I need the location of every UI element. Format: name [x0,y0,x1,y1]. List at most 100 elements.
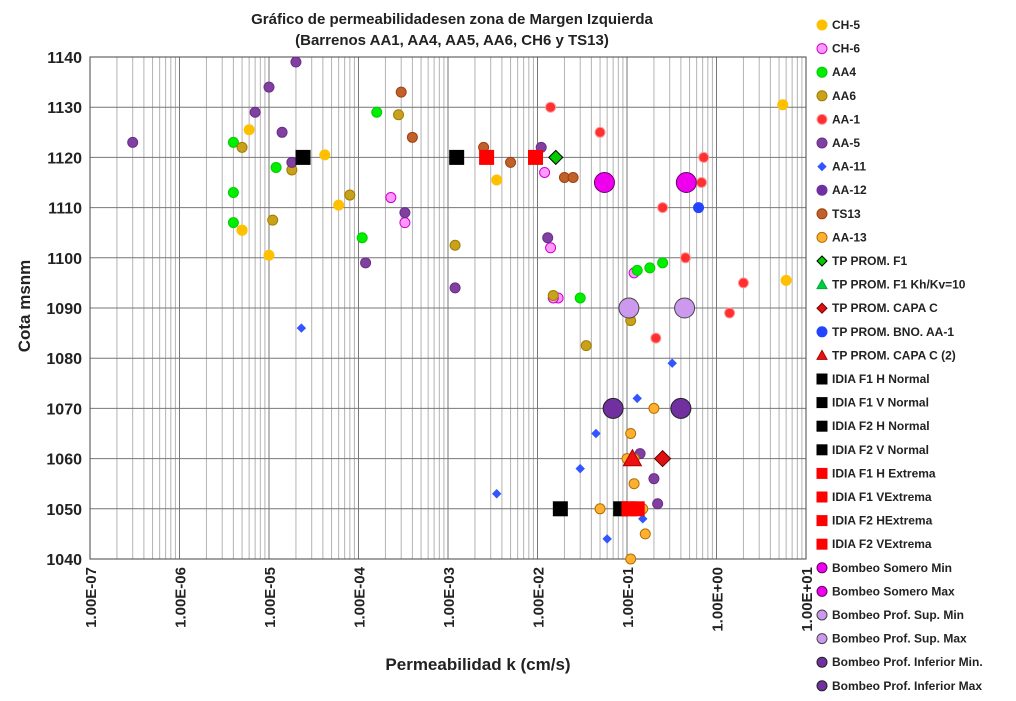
y-tick-label: 1140 [47,50,82,67]
point-ts13 [406,131,418,143]
point-aa4 [227,187,239,199]
legend-label-tp-prom-bno-aa-1: TP PROM. BNO. AA-1 [832,325,954,339]
point-aa-1 [679,252,691,264]
legend-marker-tp-prom-capa-c [816,302,828,314]
point-aa-11 [591,428,601,439]
point-aa-1 [657,202,669,214]
x-axis-label: Permeabilidad k (cm/s) [385,655,570,674]
point-ts13 [567,171,579,183]
legend-label-aa-11: AA-11 [832,160,866,174]
legend-marker-idia-f2-v-normal [816,444,828,456]
legend-label-ch-5: CH-5 [832,18,860,32]
point-bombeo-somero-min [593,172,615,193]
point-aa-5 [449,282,461,294]
point-bombeo-somero-max [675,172,697,193]
point-aa-5 [276,126,288,138]
legend-label-bombeo-prof-sup-min: Bombeo Prof. Sup. Min [832,608,964,622]
legend-marker-tp-prom-f1-kh-kv-10 [816,278,828,290]
legend-marker-bombeo-prof-inferior-min [816,656,828,668]
point-aa-13 [648,402,660,414]
point-tp-prom-capa-c-2 [622,448,643,467]
y-tick-label: 1130 [47,100,82,117]
point-ch-5 [333,199,345,211]
legend-label-idia-f2-h-normal: IDIA F2 H Normal [832,419,930,433]
legend-label-tp-prom-capa-c-2: TP PROM. CAPA C (2) [832,348,956,362]
point-aa4 [644,262,656,274]
legend-label-aa4: AA4 [832,65,856,79]
point-idia-f2-h-normal [552,501,568,517]
y-tick-label: 1080 [46,351,82,368]
legend-marker-idia-f2-hextrema [816,515,828,527]
legend-marker-tp-prom-f1 [816,255,828,267]
legend-label-bombeo-prof-sup-max: Bombeo Prof. Sup. Max [832,632,967,646]
point-aa-1 [737,277,749,289]
point-aa4 [371,106,383,118]
y-tick-label: 1060 [46,452,82,469]
point-aa6 [344,189,356,201]
legend-marker-bombeo-prof-sup-max [816,633,828,645]
legend-label-aa6: AA6 [832,89,856,103]
x-tick-label: 1.00E-05 [262,567,279,628]
chart-title-line-1: Gráfico de permeabilidadesen zona de Mar… [251,11,653,28]
legend-label-idia-f1-v-normal: IDIA F1 V Normal [832,396,929,410]
point-aa-1 [594,126,606,138]
point-bombeo-prof-sup-min [618,297,640,319]
legend-marker-idia-f1-h-extrema [816,467,828,479]
point-aa6 [236,141,248,153]
plot-area-frame [89,56,807,560]
point-aa4 [227,217,239,229]
point-ch-5 [777,99,789,111]
point-aa-11 [638,514,648,524]
legend-marker-tp-prom-capa-c-2 [816,349,828,360]
point-aa-13 [625,553,637,565]
legend-marker-ts13 [816,208,828,220]
legend-label-idia-f1-vextrema: IDIA F1 VExtrema [832,490,932,504]
legend-marker-aa-1 [816,113,828,125]
point-ch-6 [545,242,557,254]
point-tp-prom-bno-aa-1 [693,202,705,214]
point-aa-11 [296,323,307,333]
legend-label-aa-13: AA-13 [832,230,867,244]
legend-label-idia-f2-hextrema: IDIA F2 HExtrema [832,514,933,528]
point-idia-f1-v-normal [449,149,465,165]
point-aa-13 [639,528,651,540]
x-tick-label: 1.00E-01 [620,567,637,628]
x-tick-label: 1.00E+00 [710,567,727,632]
point-aa-5 [652,498,664,510]
point-ch-6 [399,217,411,229]
y-tick-label: 1050 [46,502,82,519]
point-ch-5 [263,249,275,261]
legend-label-tp-prom-capa-c: TP PROM. CAPA C [832,301,938,315]
point-ch-6 [385,192,397,204]
legend-marker-ch-5 [816,19,828,31]
point-idia-f2-vextrema [629,501,645,517]
point-aa-11 [575,463,585,474]
point-aa-5 [249,106,261,118]
point-aa6 [393,109,405,121]
legend-label-aa-1: AA-1 [832,112,860,126]
point-aa4 [270,161,282,173]
legend-marker-bombeo-somero-max [816,585,828,597]
point-aa4 [657,257,669,269]
point-ch-6 [539,166,551,178]
point-idia-f1-h-extrema [479,149,495,165]
y-tick-label: 1090 [46,301,82,318]
point-ch-5 [319,149,331,161]
x-tick-label: 1.00E-04 [352,566,369,628]
legend-marker-aa-5 [816,137,828,149]
legend-marker-ch-6 [816,43,828,55]
point-aa-11 [632,393,642,404]
x-tick-label: 1.00E-06 [173,567,190,628]
legend-label-ch-6: CH-6 [832,42,860,56]
legend-marker-idia-f2-vextrema [816,538,828,550]
y-axis-ticks: 1040 1050 1060 1070 1080 1090 1100 1110 1120 1130… [46,50,82,569]
x-tick-label: 1.00E+01 [799,567,816,632]
point-aa-11 [602,534,612,544]
legend-label-tp-prom-f1-kh-kv-10: TP PROM. F1 Kh/Kv=10 [832,278,966,292]
legend-marker-aa-11 [817,161,827,172]
legend-marker-aa-13 [816,231,828,243]
point-tp-prom-capa-c [653,449,672,468]
point-bombeo-prof-sup-max [674,297,696,319]
point-idia-f1-h-normal [295,149,311,165]
